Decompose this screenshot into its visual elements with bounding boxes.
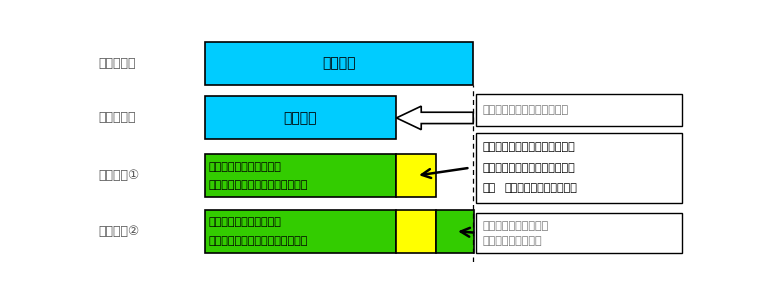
Bar: [396, 210, 436, 253]
Polygon shape: [396, 106, 473, 130]
Bar: [204, 42, 473, 85]
Bar: [476, 94, 682, 126]
Text: 住宅借入金等特別控除額: 住宅借入金等特別控除額: [209, 162, 281, 172]
Text: 税源移譲前: 税源移譲前: [98, 57, 136, 70]
Text: 税源移譲後: 税源移譲後: [98, 111, 136, 124]
Text: 元来、所得税額から控: 元来、所得税額から控: [482, 221, 549, 231]
Text: 控除額＞所得税額（税源移譲後）: 控除額＞所得税額（税源移譲後）: [209, 180, 308, 190]
Text: 所得税額: 所得税額: [283, 111, 317, 125]
Bar: [204, 154, 396, 197]
Text: 税源移譲により所得税が減額: 税源移譲により所得税が減額: [482, 105, 568, 115]
Text: 除できなかった部分: 除できなかった部分: [482, 236, 542, 246]
Text: め、: め、: [482, 183, 495, 193]
Text: パターン②: パターン②: [98, 225, 139, 238]
Bar: [204, 210, 396, 253]
Text: 所得税額: 所得税額: [322, 56, 356, 71]
Bar: [476, 133, 682, 203]
Bar: [396, 154, 436, 197]
Bar: [476, 213, 682, 253]
Text: パターン①: パターン①: [98, 169, 139, 182]
Bar: [436, 210, 475, 253]
Text: 借入金等特別控除額が大きいた: 借入金等特別控除額が大きいた: [482, 163, 575, 173]
Text: 住宅借入金等特別控除額: 住宅借入金等特別控除額: [209, 218, 281, 228]
Bar: [204, 96, 396, 139]
Text: 税源移譲後の所得税額より住宅: 税源移譲後の所得税額より住宅: [482, 142, 575, 152]
Text: 控除額＞所得税額（税源移譲後）: 控除額＞所得税額（税源移譲後）: [209, 235, 308, 245]
Text: 市・県民税から控除する: 市・県民税から控除する: [504, 183, 578, 193]
